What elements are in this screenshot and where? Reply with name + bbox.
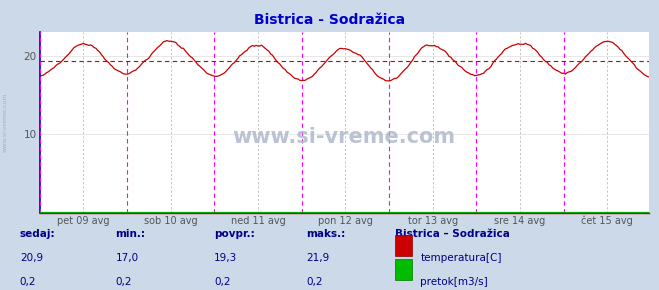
Text: 0,2: 0,2 xyxy=(20,277,36,287)
Text: povpr.:: povpr.: xyxy=(214,229,255,239)
Bar xyxy=(395,259,412,280)
Text: 0,2: 0,2 xyxy=(214,277,231,287)
Text: Bistrica – Sodražica: Bistrica – Sodražica xyxy=(395,229,510,239)
Text: 21,9: 21,9 xyxy=(306,253,330,263)
Text: 17,0: 17,0 xyxy=(115,253,138,263)
Text: www.si-vreme.com: www.si-vreme.com xyxy=(3,92,8,152)
Text: sedaj:: sedaj: xyxy=(20,229,55,239)
Text: 0,2: 0,2 xyxy=(306,277,323,287)
Text: Bistrica - Sodražica: Bistrica - Sodražica xyxy=(254,13,405,27)
Text: temperatura[C]: temperatura[C] xyxy=(420,253,502,263)
Text: 0,2: 0,2 xyxy=(115,277,132,287)
Text: min.:: min.: xyxy=(115,229,146,239)
Text: 20,9: 20,9 xyxy=(20,253,43,263)
Text: www.si-vreme.com: www.si-vreme.com xyxy=(233,127,456,147)
Text: 19,3: 19,3 xyxy=(214,253,237,263)
Text: pretok[m3/s]: pretok[m3/s] xyxy=(420,277,488,287)
Bar xyxy=(395,235,412,256)
Text: maks.:: maks.: xyxy=(306,229,346,239)
